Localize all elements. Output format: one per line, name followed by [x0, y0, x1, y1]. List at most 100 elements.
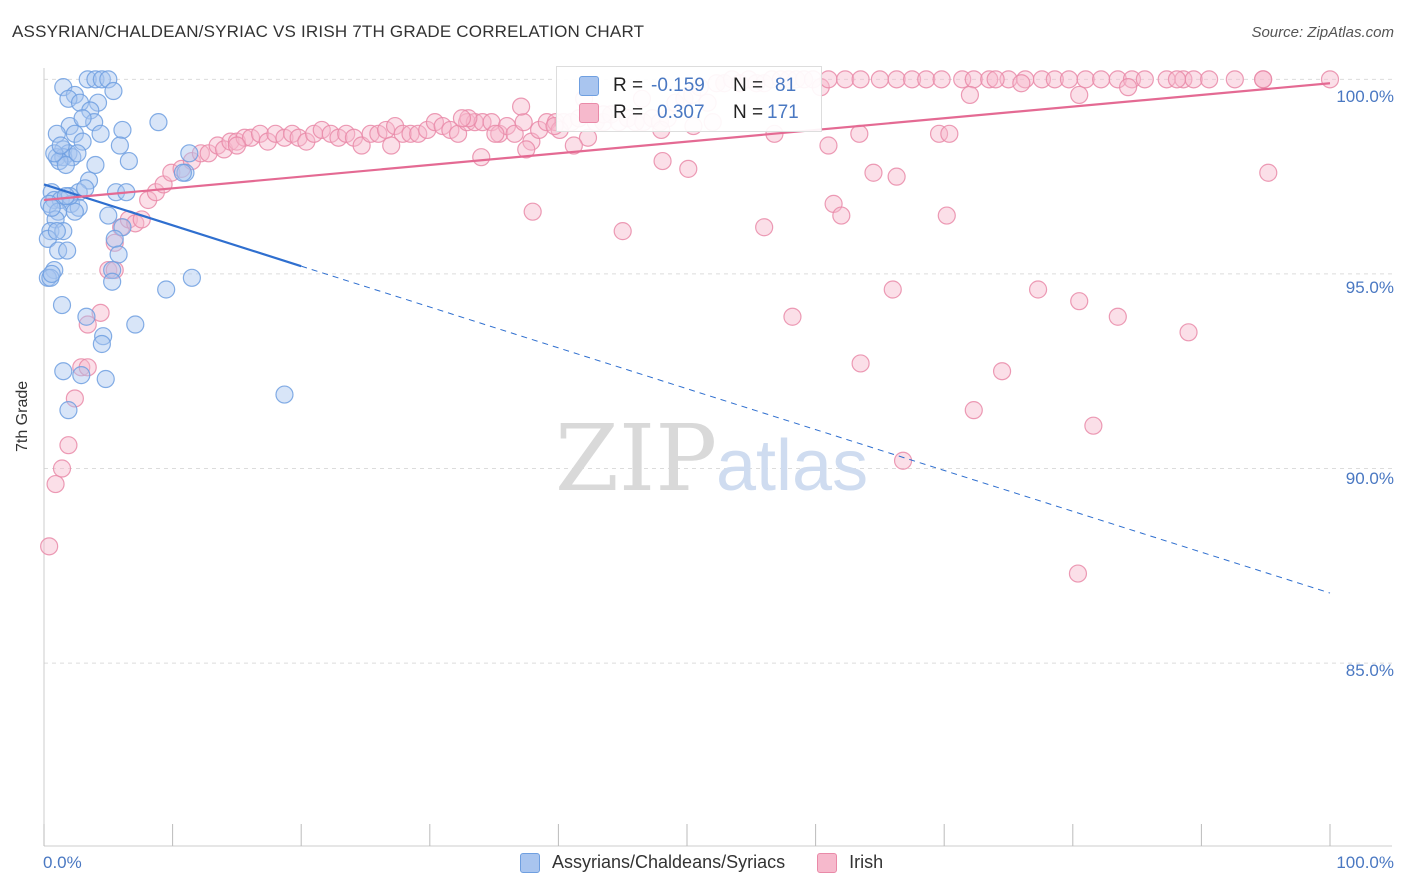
trend-line-assyrian-dashed — [301, 265, 1331, 594]
stats-row-irish: R = 0.307 N = 171 — [579, 100, 823, 126]
irish-point — [486, 124, 505, 143]
irish-point — [59, 436, 78, 455]
irish-point — [1045, 70, 1064, 89]
assyrian-point — [104, 81, 123, 101]
irish-point — [78, 315, 97, 334]
irish-point — [960, 85, 980, 105]
irish-point — [851, 354, 870, 373]
assyrian-point — [72, 366, 91, 385]
assyrian-point — [73, 109, 92, 128]
irish-point — [986, 70, 1005, 89]
assyrian-point — [113, 120, 132, 140]
irish-point — [932, 70, 951, 89]
irish-point — [937, 206, 956, 225]
stats-r-value: 0.307 — [657, 102, 705, 123]
irish-point — [929, 124, 949, 143]
y-tick-label-85: 85.0% — [1345, 661, 1394, 680]
irish-point — [1076, 70, 1095, 89]
irish-point — [755, 218, 774, 237]
assyrian-point — [42, 198, 61, 217]
x-tick-label-0: 0.0% — [43, 853, 82, 872]
irish-point — [409, 124, 428, 143]
stats-swatch-pink — [579, 103, 599, 123]
assyrian-point — [99, 206, 118, 225]
irish-point — [490, 124, 509, 143]
stats-row-assyrian: R = -0.159 N = 81 — [579, 73, 823, 99]
assyrian-point — [92, 70, 111, 89]
irish-point — [40, 537, 59, 556]
irish-point — [902, 70, 922, 89]
irish-point — [452, 109, 472, 128]
stats-legend: R = -0.159 N = 81 R = 0.307 N = 171 — [556, 66, 822, 132]
source-label: Source: ZipAtlas.com — [1251, 24, 1394, 41]
irish-point — [105, 233, 124, 252]
assyrian-point — [65, 202, 84, 221]
trend-line-irish — [43, 82, 1331, 202]
irish-point — [514, 113, 533, 132]
stats-n-label: N = — [733, 75, 764, 96]
assyrian-point — [54, 222, 73, 241]
assyrian-point — [92, 334, 111, 354]
assyrian-point — [99, 70, 118, 89]
legend-swatch-blue — [520, 852, 540, 873]
irish-point — [99, 260, 118, 280]
irish-point — [1184, 70, 1203, 89]
irish-point — [1059, 70, 1079, 89]
assyrian-point — [96, 369, 115, 389]
assyrian-point — [119, 151, 138, 171]
irish-point — [227, 136, 246, 155]
assyrian-point — [157, 280, 176, 299]
chart-legend: Assyrians/Chaldeans/Syriacs Irish — [520, 852, 915, 873]
stats-n-label: N = — [733, 102, 764, 123]
stats-r-label: R = — [613, 75, 644, 96]
irish-point — [940, 124, 959, 143]
irish-point — [1118, 78, 1138, 97]
assyrian-point — [68, 144, 87, 163]
irish-point — [887, 70, 906, 89]
assyrian-point — [65, 124, 84, 143]
irish-point — [1108, 307, 1127, 326]
assyrian-point — [105, 229, 124, 249]
assyrian-point — [91, 124, 110, 143]
irish-point — [836, 70, 855, 89]
assyrian-point — [94, 327, 113, 346]
assyrian-point — [88, 93, 108, 112]
irish-point — [564, 136, 583, 155]
irish-point — [1167, 70, 1187, 89]
assyrian-point — [42, 264, 61, 284]
irish-point — [679, 159, 698, 178]
irish-point — [46, 474, 65, 494]
irish-point — [523, 202, 542, 221]
irish-point — [864, 163, 883, 182]
trend-lines — [43, 82, 1331, 594]
irish-point — [1179, 323, 1198, 342]
irish-point — [1028, 280, 1048, 299]
stats-n-value: 81 — [775, 75, 797, 96]
irish-point — [517, 140, 536, 159]
assyrian-point — [173, 163, 192, 182]
irish-point — [250, 124, 270, 143]
y-tick-label-95: 95.0% — [1345, 278, 1394, 297]
x-tick-label-100: 100.0% — [1336, 853, 1394, 872]
irish-point — [1068, 564, 1088, 583]
assyrian-point — [109, 245, 128, 264]
assyrian-point — [78, 70, 97, 89]
irish-point — [893, 451, 913, 470]
irish-point — [459, 109, 478, 128]
irish-point — [783, 307, 802, 326]
irish-point — [883, 280, 902, 299]
watermark-zip: ZIP — [555, 405, 717, 512]
irish-point — [312, 120, 331, 140]
irish-point — [613, 222, 632, 241]
irish-point — [1032, 70, 1052, 89]
assyrian-point — [47, 124, 66, 143]
stats-r-label: R = — [613, 102, 644, 123]
assyrian-point — [103, 272, 122, 291]
irish-point — [1254, 70, 1273, 89]
legend-label-assyrian: Assyrians/Chaldeans/Syriacs — [552, 852, 786, 872]
irish-point — [1174, 70, 1193, 89]
legend-item-irish: Irish — [817, 852, 883, 873]
irish-point — [72, 358, 91, 377]
assyrian-point — [85, 113, 104, 132]
